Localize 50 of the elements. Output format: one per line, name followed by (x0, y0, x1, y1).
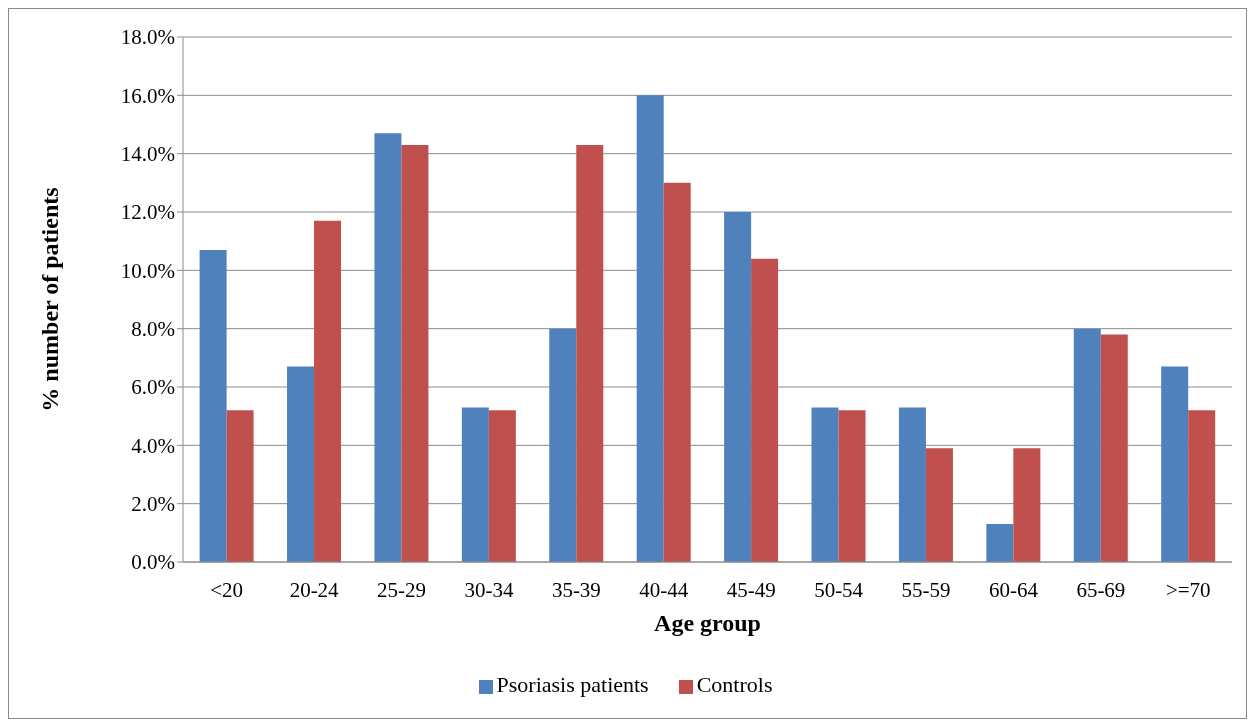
x-tick-label: 25-29 (377, 577, 427, 602)
y-tick-label: 18.0% (120, 25, 175, 50)
y-tick-label: 12.0% (120, 200, 175, 225)
x-tick-label: 65-69 (1076, 577, 1126, 602)
x-tick-label: 60-64 (988, 577, 1039, 602)
y-tick-label: 2.0% (131, 492, 175, 517)
x-tick-label: 35-39 (551, 577, 601, 602)
x-tick-label: <20 (210, 577, 244, 602)
bar (636, 95, 664, 562)
y-tick-label: 14.0% (120, 142, 175, 167)
bar (811, 407, 839, 562)
bar (226, 410, 254, 562)
bar (838, 410, 866, 562)
bar (1013, 448, 1041, 562)
bar (488, 410, 516, 562)
y-tick-label: 0.0% (131, 550, 175, 575)
y-tick-label: 8.0% (131, 317, 175, 342)
y-tick-label: 4.0% (131, 433, 175, 458)
x-tick-label: >=70 (1165, 577, 1211, 602)
y-tick-label: 10.0% (120, 258, 175, 283)
bar (549, 328, 577, 562)
bar (986, 524, 1014, 562)
x-tick-label: 20-24 (289, 577, 340, 602)
y-tick-label: 16.0% (120, 83, 175, 108)
x-axis-title: Age group (654, 610, 761, 637)
bar (287, 366, 315, 562)
bar (576, 144, 604, 562)
bar (925, 448, 953, 562)
bar (199, 249, 227, 562)
bar (374, 133, 402, 562)
x-tick-label: 30-34 (464, 577, 514, 602)
y-axis-title: % number of patients (36, 187, 63, 412)
bar (751, 258, 779, 562)
y-tick-label: 6.0% (131, 375, 175, 400)
bar (724, 212, 752, 562)
legend-label: Controls (696, 672, 773, 697)
bar (663, 182, 691, 562)
x-tick-label: 50-54 (814, 577, 864, 602)
bar (1188, 410, 1216, 562)
bar (1161, 366, 1189, 562)
bar (1073, 328, 1101, 562)
bar (1100, 334, 1128, 562)
bar (401, 144, 429, 562)
legend-label: Psoriasis patients (496, 672, 649, 697)
x-tick-label: 40-44 (639, 577, 689, 602)
x-tick-label: 45-49 (726, 577, 776, 602)
bar (314, 220, 342, 562)
bar (898, 407, 926, 562)
x-tick-label: 55-59 (901, 577, 951, 602)
bar (461, 407, 489, 562)
